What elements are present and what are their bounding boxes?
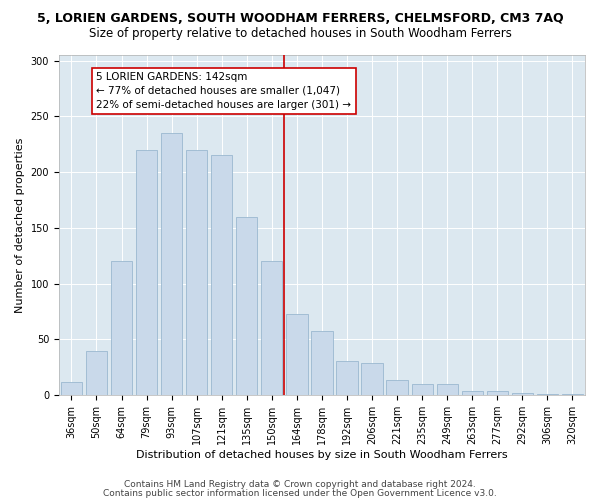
- Bar: [211, 156, 232, 395]
- Bar: [286, 314, 308, 395]
- Text: 5 LORIEN GARDENS: 142sqm
← 77% of detached houses are smaller (1,047)
22% of sem: 5 LORIEN GARDENS: 142sqm ← 77% of detach…: [97, 72, 352, 110]
- Y-axis label: Number of detached properties: Number of detached properties: [15, 138, 25, 313]
- Bar: [311, 330, 332, 395]
- Text: 5, LORIEN GARDENS, SOUTH WOODHAM FERRERS, CHELMSFORD, CM3 7AQ: 5, LORIEN GARDENS, SOUTH WOODHAM FERRERS…: [37, 12, 563, 26]
- Bar: [386, 380, 408, 395]
- Bar: [61, 382, 82, 395]
- Bar: [337, 360, 358, 395]
- X-axis label: Distribution of detached houses by size in South Woodham Ferrers: Distribution of detached houses by size …: [136, 450, 508, 460]
- Bar: [361, 363, 383, 395]
- Bar: [537, 394, 558, 395]
- Bar: [186, 150, 208, 395]
- Bar: [562, 394, 583, 395]
- Bar: [86, 350, 107, 395]
- Text: Size of property relative to detached houses in South Woodham Ferrers: Size of property relative to detached ho…: [89, 28, 511, 40]
- Bar: [512, 393, 533, 395]
- Bar: [111, 262, 132, 395]
- Bar: [461, 391, 483, 395]
- Bar: [136, 150, 157, 395]
- Text: Contains HM Land Registry data © Crown copyright and database right 2024.: Contains HM Land Registry data © Crown c…: [124, 480, 476, 489]
- Bar: [437, 384, 458, 395]
- Text: Contains public sector information licensed under the Open Government Licence v3: Contains public sector information licen…: [103, 488, 497, 498]
- Bar: [487, 391, 508, 395]
- Bar: [236, 216, 257, 395]
- Bar: [261, 262, 283, 395]
- Bar: [412, 384, 433, 395]
- Bar: [161, 133, 182, 395]
